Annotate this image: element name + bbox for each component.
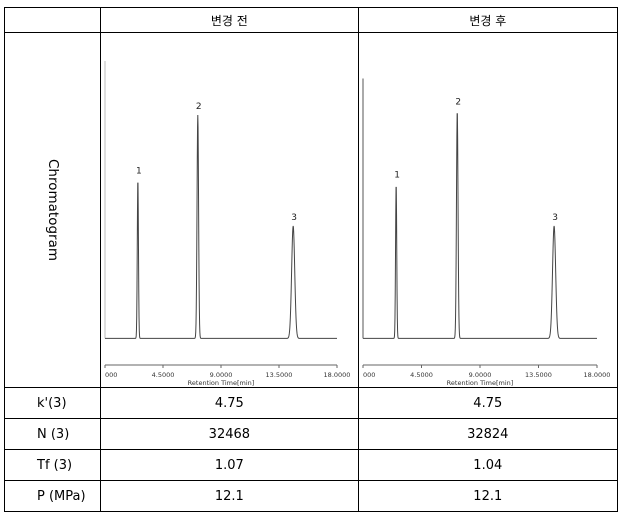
- x-tick-label: 9.0000: [210, 371, 233, 379]
- chromatogram-trace: [362, 113, 597, 339]
- row-label: k'(3): [3, 387, 102, 419]
- header-before: 변경 전: [100, 7, 359, 33]
- chromatogram-label: Chromatogram: [44, 158, 61, 262]
- x-tick-label: 18.0000: [324, 371, 351, 379]
- value-after: 32824: [357, 418, 619, 450]
- row-label: Tf (3): [3, 449, 102, 481]
- peak-label: 2: [196, 102, 202, 112]
- chromatogram-row: Chromatogram 1 2 3 000 4.5000 9.0000 13.5000 18…: [3, 32, 619, 388]
- x-tick-label: 4.5000: [152, 371, 175, 379]
- peak-label: 1: [136, 166, 142, 176]
- x-tick-label: 9.0000: [468, 371, 491, 379]
- x-tick-label: 4.5000: [410, 371, 433, 379]
- x-axis-label: Retention Time[min]: [188, 379, 255, 387]
- chromatogram-label-cell: Chromatogram: [3, 32, 102, 388]
- x-tick-label: 13.5000: [266, 371, 293, 379]
- header-after: 변경 후: [357, 7, 619, 33]
- value-after: 1.04: [357, 449, 619, 481]
- table-row: P (MPa) 12.1 12.1: [3, 480, 619, 512]
- peak-label: 1: [394, 171, 400, 181]
- peak-label: 2: [455, 98, 461, 108]
- row-label: N (3): [3, 418, 102, 450]
- value-after: 12.1: [357, 480, 619, 512]
- value-before: 12.1: [100, 480, 359, 512]
- value-after: 4.75: [357, 387, 619, 419]
- table-row: Tf (3) 1.07 1.04: [3, 449, 619, 481]
- value-before: 32468: [100, 418, 359, 450]
- value-before: 1.07: [100, 449, 359, 481]
- x-tick-label: 000: [105, 371, 117, 379]
- x-tick-label: 13.5000: [525, 371, 552, 379]
- value-before: 4.75: [100, 387, 359, 419]
- row-label: P (MPa): [3, 480, 102, 512]
- peak-label: 3: [291, 213, 297, 223]
- chart-before-cell: 1 2 3 000 4.5000 9.0000 13.5000 18.0000 Retentio…: [100, 32, 359, 388]
- x-tick-label: 000: [363, 371, 375, 379]
- x-axis-label: Retention Time[min]: [446, 379, 513, 387]
- table-row: k'(3) 4.75 4.75: [3, 387, 619, 419]
- x-tick-label: 18.0000: [583, 371, 610, 379]
- peak-label: 3: [552, 213, 558, 223]
- table-row: N (3) 32468 32824: [3, 418, 619, 450]
- chromatogram-before: 1 2 3 000 4.5000 9.0000 13.5000 18.0000 Retentio…: [104, 61, 351, 387]
- header-row: 변경 전 변경 후: [3, 7, 619, 33]
- chart-after-cell: 1 2 3 000 4.5000 9.0000 13.5000 18.0000 Retentio…: [357, 32, 619, 388]
- chromatogram-after: 1 2 3 000 4.5000 9.0000 13.5000 18.0000 Retentio…: [362, 78, 610, 387]
- header-empty-cell: [3, 7, 102, 33]
- comparison-table: 변경 전 변경 후 Chromatogram 1 2 3 000 4.5000 9.000…: [3, 7, 619, 512]
- chromatogram-trace: [105, 115, 338, 339]
